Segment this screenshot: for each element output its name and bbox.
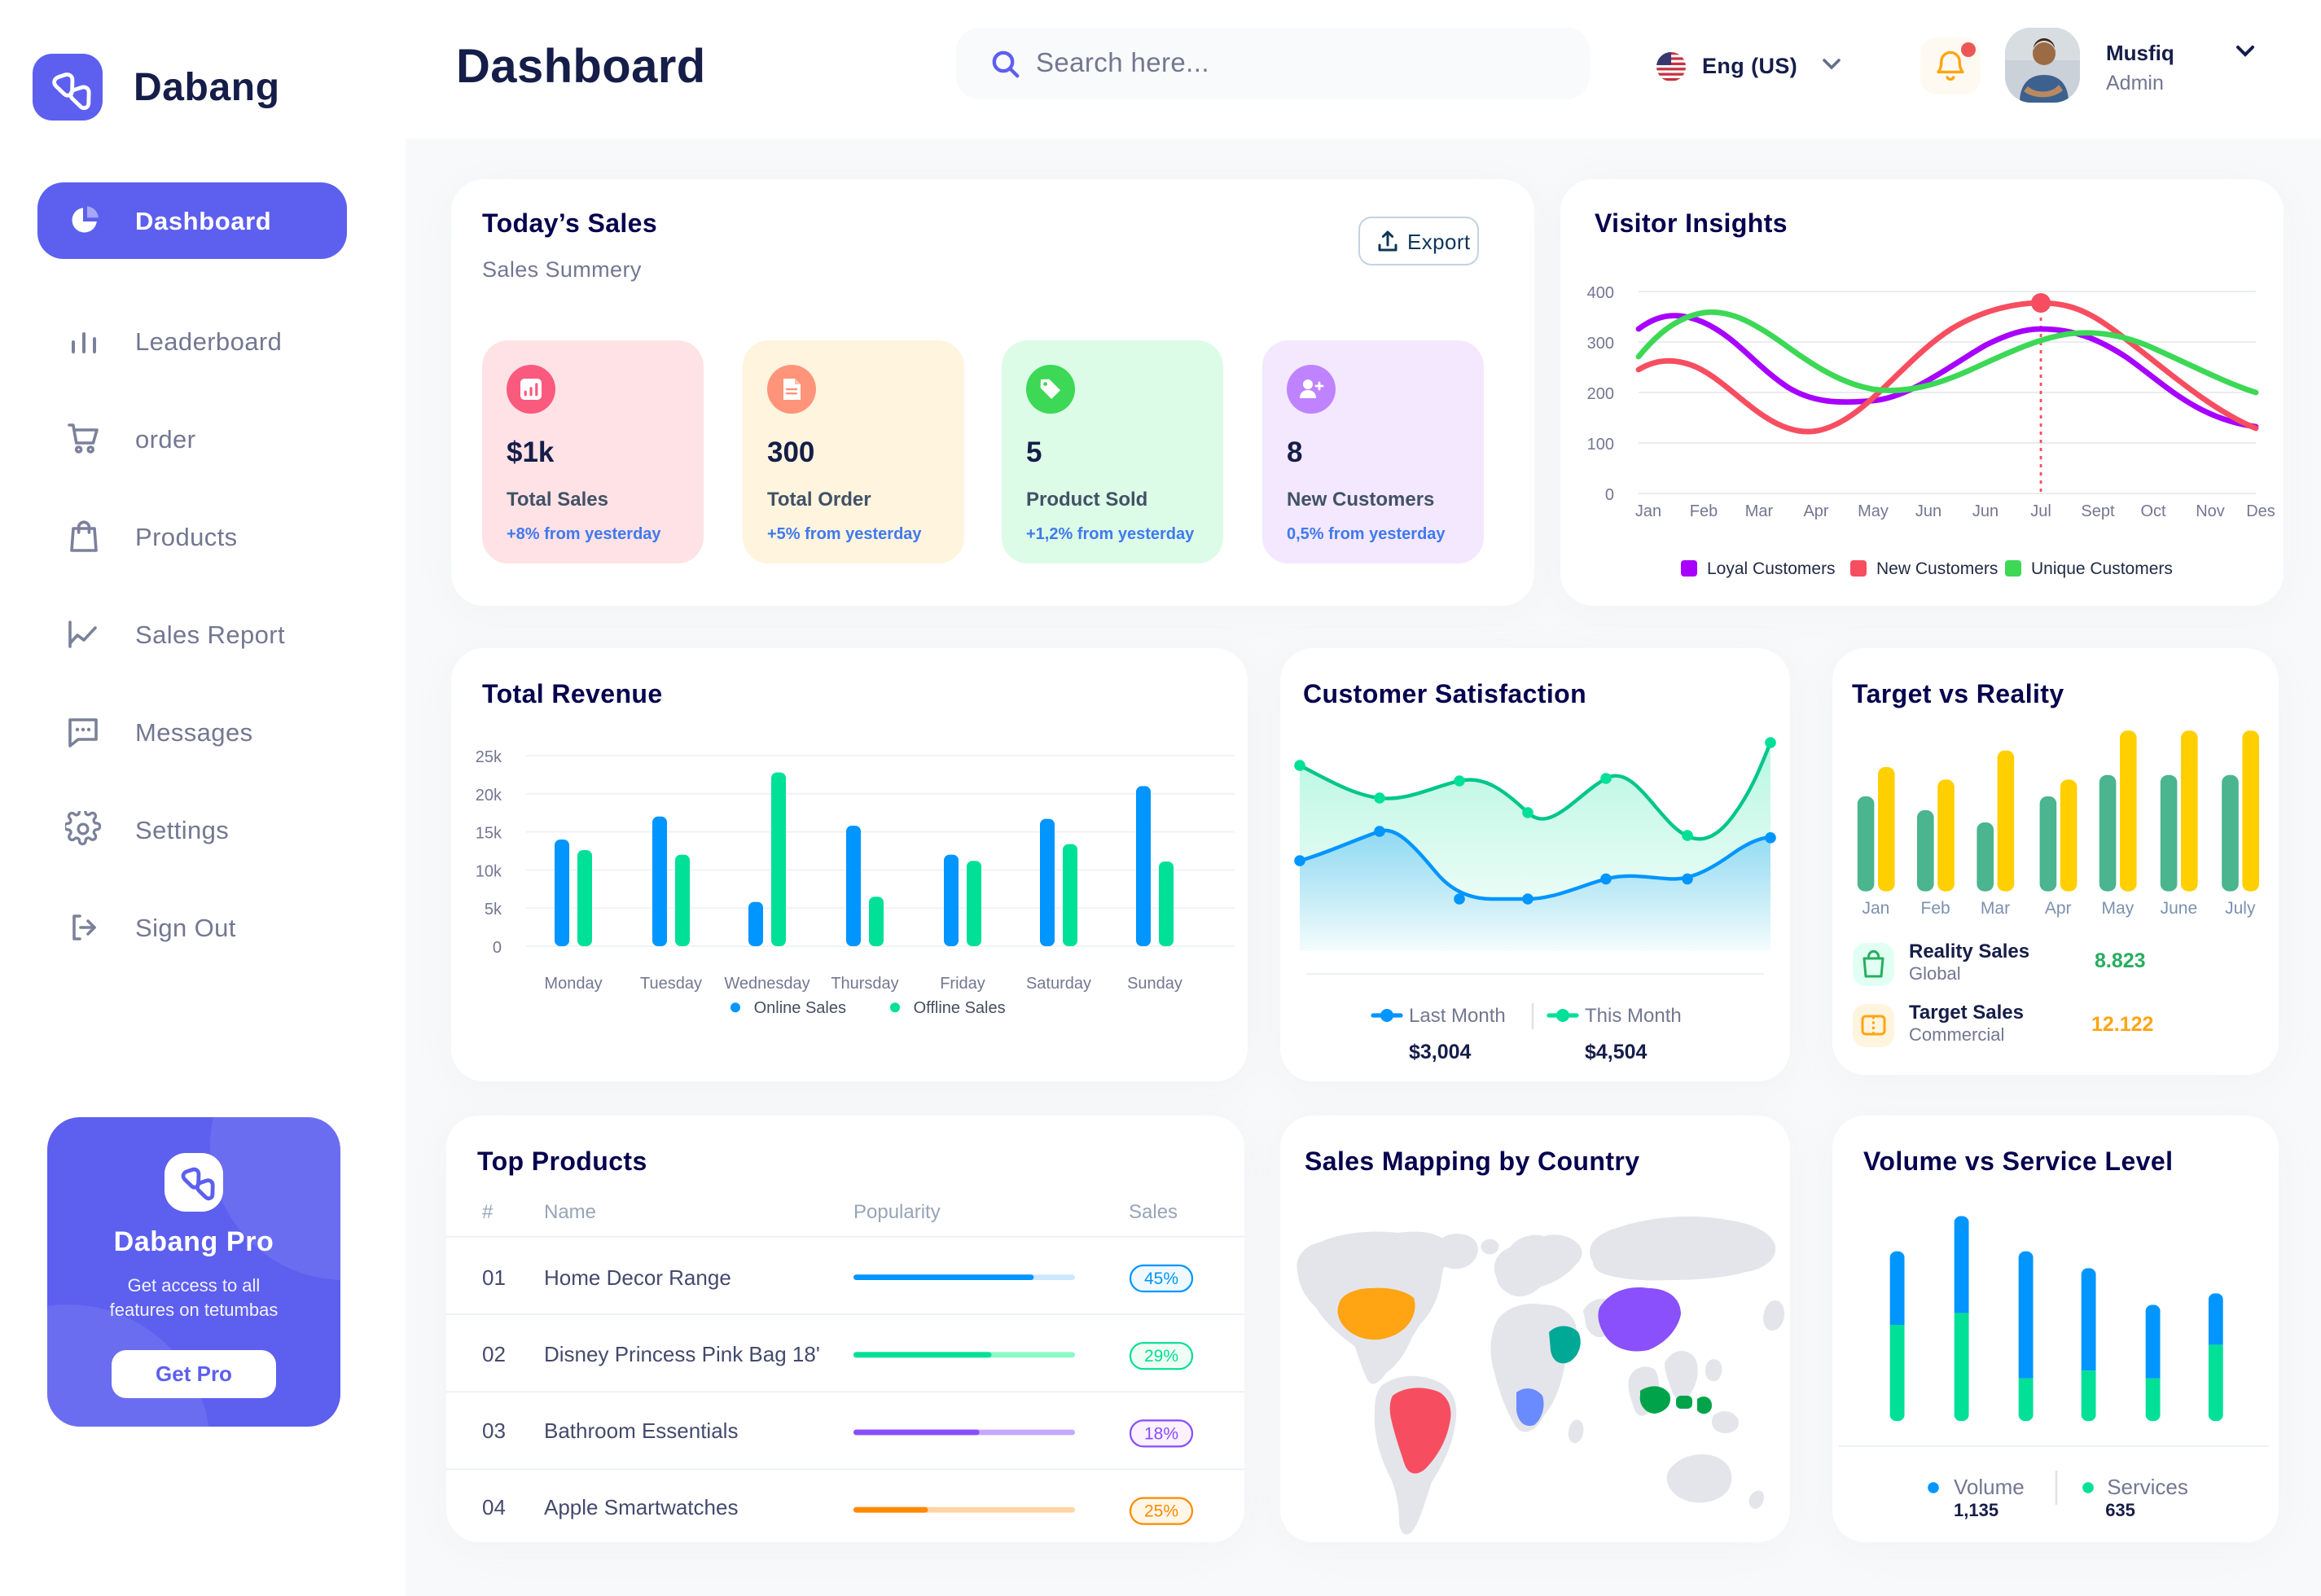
svg-text:Friday: Friday: [940, 975, 985, 993]
svg-text:300: 300: [1587, 335, 1614, 353]
svg-text:Apr: Apr: [2045, 899, 2072, 918]
svg-text:Services: Services: [2107, 1475, 2188, 1499]
svg-text:Apr: Apr: [1803, 502, 1828, 520]
svg-text:12.122: 12.122: [2091, 1013, 2153, 1036]
svg-text:Global: Global: [1909, 963, 1961, 984]
svg-text:0: 0: [1605, 486, 1614, 504]
svg-text:Commercial: Commercial: [1909, 1024, 2004, 1045]
svg-text:Des: Des: [2246, 502, 2275, 520]
svg-text:635: 635: [2105, 1500, 2135, 1520]
svg-text:Online Sales: Online Sales: [754, 999, 846, 1017]
svg-text:04: 04: [482, 1495, 506, 1519]
svg-text:This Month: This Month: [1585, 1005, 1682, 1027]
svg-text:200: 200: [1587, 385, 1614, 403]
svg-text:Jan: Jan: [1862, 899, 1889, 918]
svg-text:$4,504: $4,504: [1585, 1041, 1648, 1063]
svg-text:400: 400: [1587, 284, 1614, 302]
svg-text:18%: 18%: [1144, 1424, 1178, 1443]
svg-text:Unique Customers: Unique Customers: [2031, 559, 2173, 578]
svg-text:Jul: Jul: [2030, 502, 2051, 520]
svg-text:5k: 5k: [485, 901, 502, 919]
svg-text:02: 02: [482, 1342, 506, 1366]
svg-text:Apple Smartwatches: Apple Smartwatches: [544, 1495, 738, 1519]
svg-text:May: May: [1858, 502, 1889, 520]
svg-text:Sept: Sept: [2081, 502, 2115, 520]
svg-text:Monday: Monday: [544, 975, 602, 993]
svg-text:New Customers: New Customers: [1876, 559, 1998, 578]
svg-text:Reality Sales: Reality Sales: [1909, 940, 2029, 962]
svg-text:Target Sales: Target Sales: [1909, 1002, 2024, 1024]
svg-text:29%: 29%: [1144, 1347, 1178, 1366]
svg-text:0: 0: [493, 939, 502, 957]
svg-text:Mar: Mar: [1981, 899, 2010, 918]
svg-text:01: 01: [482, 1265, 506, 1290]
svg-text:10k: 10k: [476, 862, 502, 880]
svg-text:03: 03: [482, 1418, 506, 1443]
svg-text:June: June: [2161, 899, 2198, 918]
svg-text:Feb: Feb: [1690, 502, 1718, 520]
svg-text:Disney Princess Pink Bag 18': Disney Princess Pink Bag 18': [544, 1342, 820, 1366]
svg-text:Thursday: Thursday: [831, 975, 898, 993]
svg-text:Nov: Nov: [2196, 502, 2225, 520]
svg-text:Home Decor Range: Home Decor Range: [544, 1265, 731, 1290]
svg-text:Volume: Volume: [1954, 1475, 2025, 1499]
svg-text:Oct: Oct: [2140, 502, 2166, 520]
svg-text:Tuesday: Tuesday: [640, 975, 702, 993]
svg-text:Jun: Jun: [1915, 502, 1941, 520]
svg-text:Offline Sales: Offline Sales: [914, 999, 1006, 1017]
svg-text:Wednesday: Wednesday: [724, 975, 809, 993]
svg-text:Feb: Feb: [1921, 899, 1950, 918]
svg-text:Sunday: Sunday: [1127, 975, 1182, 993]
svg-text:Sales: Sales: [1129, 1201, 1178, 1223]
svg-text:$3,004: $3,004: [1409, 1041, 1472, 1063]
svg-text:1,135: 1,135: [1954, 1500, 1999, 1520]
svg-text:Saturday: Saturday: [1026, 975, 1091, 993]
svg-text:Last Month: Last Month: [1409, 1005, 1506, 1027]
svg-text:15k: 15k: [476, 825, 502, 843]
svg-text:Bathroom Essentials: Bathroom Essentials: [544, 1418, 738, 1443]
svg-text:Mar: Mar: [1745, 502, 1774, 520]
svg-text:Name: Name: [544, 1201, 596, 1223]
svg-text:Jan: Jan: [1635, 502, 1661, 520]
svg-text:100: 100: [1587, 436, 1614, 454]
svg-text:Popularity: Popularity: [853, 1201, 941, 1223]
svg-text:#: #: [482, 1201, 494, 1223]
svg-text:Loyal Customers: Loyal Customers: [1707, 559, 1836, 578]
svg-text:8.823: 8.823: [2095, 949, 2146, 972]
svg-text:45%: 45%: [1144, 1269, 1178, 1288]
svg-text:July: July: [2225, 899, 2256, 918]
svg-text:Jun: Jun: [1972, 502, 1999, 520]
svg-text:25k: 25k: [476, 748, 502, 766]
svg-text:May: May: [2102, 899, 2135, 918]
svg-text:20k: 20k: [476, 787, 502, 805]
svg-text:25%: 25%: [1144, 1502, 1178, 1521]
